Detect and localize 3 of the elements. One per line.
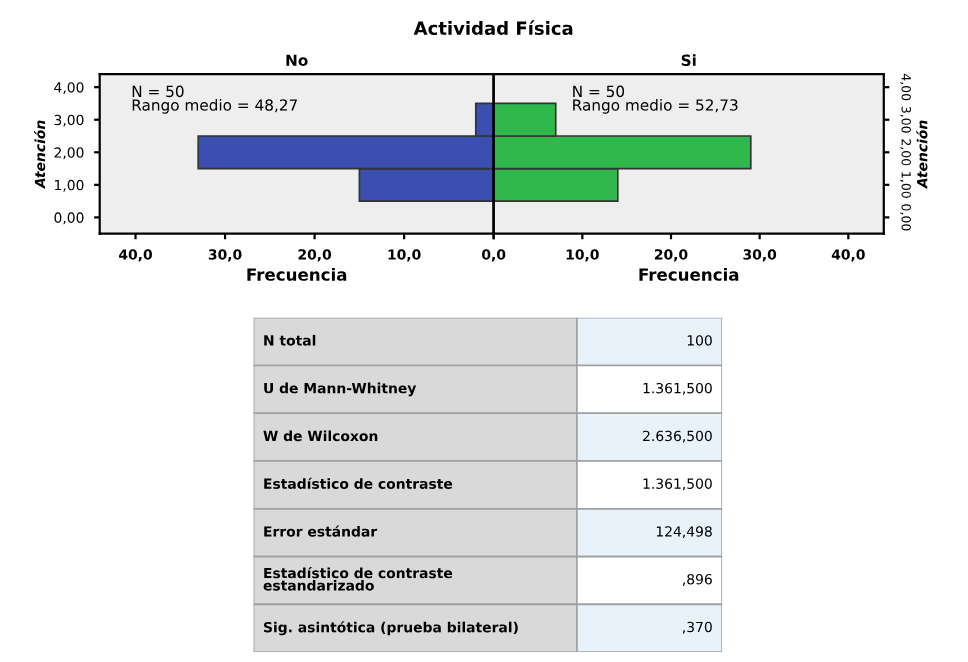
chart-title: Actividad Física (413, 20, 573, 36)
x-axis-title: Frecuencia (639, 267, 739, 281)
x-axis-title: Frecuencia (247, 267, 347, 281)
